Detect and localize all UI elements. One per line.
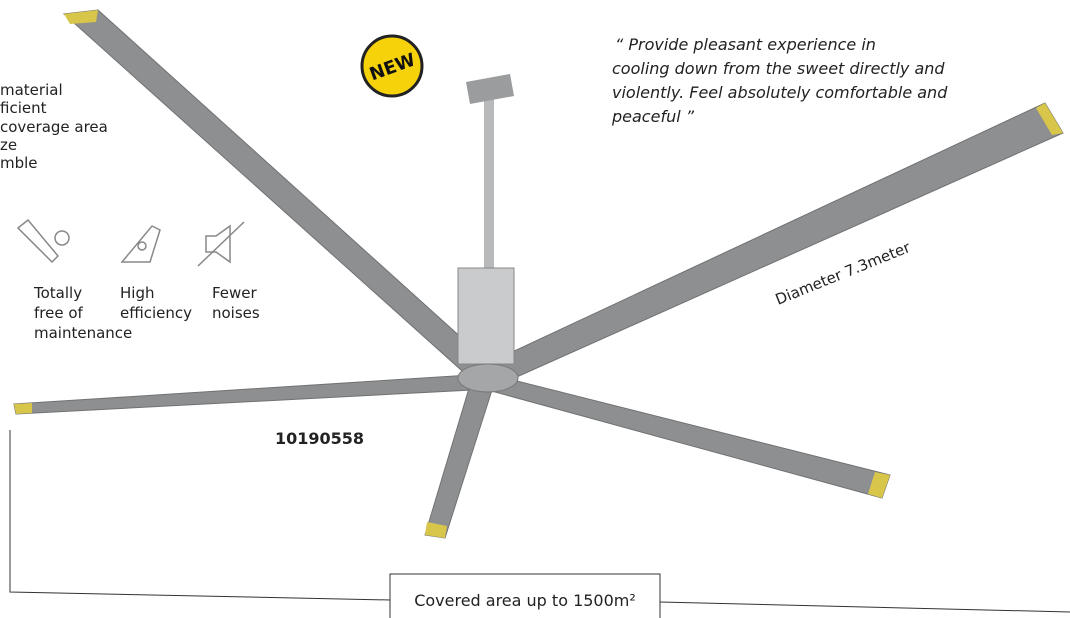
quote-line: cooling down from the sweet directly and — [612, 59, 945, 78]
coverage: Covered area up to 1500m² — [10, 430, 1070, 618]
coverage-text: Covered area up to 1500m² — [414, 591, 636, 610]
pole — [484, 88, 494, 288]
icon-label: maintenance — [34, 324, 132, 342]
hub — [458, 364, 518, 392]
dimension-line — [660, 602, 1070, 612]
quote-line: “ Provide pleasant experience in — [615, 35, 876, 54]
blade-tip — [64, 10, 98, 24]
blade — [495, 378, 890, 498]
feature: material — [0, 81, 63, 99]
dimension-line — [10, 430, 390, 600]
icon-label: Totally — [33, 284, 82, 302]
blade — [64, 10, 495, 378]
blade — [425, 385, 492, 538]
model-number: 10190558 — [275, 429, 364, 448]
feature: coverage area — [0, 118, 108, 136]
badge: NEW — [362, 36, 422, 96]
feature: ficient — [0, 99, 47, 117]
icon-label: noises — [212, 304, 260, 322]
blade — [495, 103, 1063, 380]
quote-line: peaceful ” — [611, 107, 695, 126]
blade-tip — [14, 403, 32, 414]
icon-rocket — [122, 226, 160, 262]
feature: mble — [0, 154, 38, 172]
quote: “ Provide pleasant experience in cooling… — [611, 35, 948, 126]
icon-label: efficiency — [120, 304, 192, 322]
icon-label: High — [120, 284, 154, 302]
quote-line: violently. Feel absolutely comfortable a… — [612, 83, 948, 102]
blade — [14, 375, 472, 414]
icon-wrench — [18, 220, 69, 262]
motor — [458, 268, 514, 364]
feature: ze — [0, 136, 17, 154]
features: material ficient coverage area ze mble — [0, 81, 108, 172]
icon-label: free of — [34, 304, 84, 322]
page: NEW material ficient coverage area ze mb… — [0, 0, 1070, 618]
icon-label: Fewer — [212, 284, 258, 302]
mount — [466, 74, 514, 104]
icons: Totally free of maintenance High efficie… — [18, 220, 260, 342]
icon-mute — [198, 222, 244, 266]
